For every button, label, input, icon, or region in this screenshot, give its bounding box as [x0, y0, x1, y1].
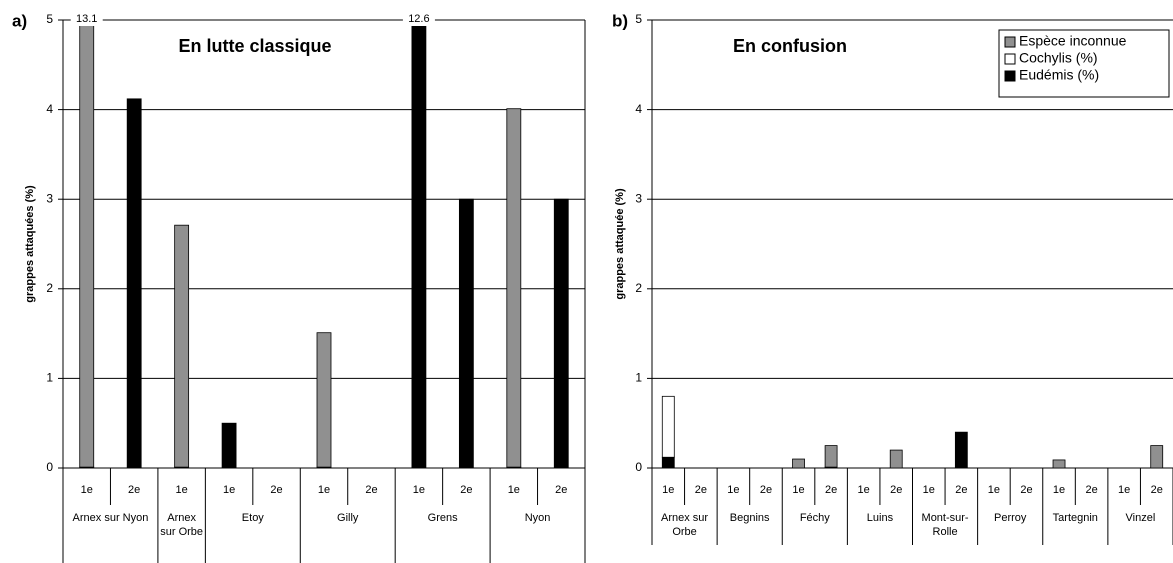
data-label: 13.1 [76, 13, 97, 25]
group-label: Perroy [993, 512, 1027, 524]
legend-swatch [1004, 53, 1016, 65]
x-tick-label: 1e [508, 484, 520, 496]
bar [553, 198, 569, 468]
x-tick-label: 2e [365, 484, 377, 496]
x-tick-label: 2e [460, 484, 472, 496]
label-bg [70, 12, 103, 26]
y-tick-label: 1 [46, 371, 53, 385]
x-tick-label: 2e [695, 484, 707, 496]
y-tick-label: 2 [635, 281, 642, 295]
group-label: Etoy [241, 512, 264, 524]
bar [954, 431, 968, 468]
label-bg [402, 12, 435, 26]
x-tick-label: 1e [727, 484, 739, 496]
group-label: Mont-sur-Rolle [921, 512, 969, 538]
x-tick-label: 2e [825, 484, 837, 496]
chart-title: En lutte classique [178, 36, 331, 56]
y-tick-label: 4 [635, 102, 642, 116]
bar [458, 198, 474, 468]
x-tick-label: 1e [858, 484, 870, 496]
bar [221, 422, 237, 468]
y-tick-label: 1 [635, 371, 642, 385]
group-label: Nyon [524, 512, 551, 524]
x-tick-label: 1e [413, 484, 425, 496]
group-label: Vinzel [1125, 512, 1156, 524]
x-tick-label: 2e [760, 484, 772, 496]
group-label: Tartegnin [1052, 512, 1098, 524]
bar [824, 445, 838, 468]
legend-swatch [1004, 70, 1016, 82]
bar [661, 456, 675, 468]
bar [1150, 445, 1164, 468]
x-tick-label: 1e [81, 484, 93, 496]
legend-label: Eudémis (%) [1019, 67, 1099, 83]
group-label: Begnins [729, 512, 770, 524]
y-tick-label: 2 [46, 281, 53, 295]
panel-label: a) [12, 11, 27, 30]
group-label: Arnex sur Nyon [72, 512, 149, 524]
x-tick-label: 2e [1085, 484, 1097, 496]
y-tick-label: 5 [635, 12, 642, 26]
x-tick-label: 1e [223, 484, 235, 496]
x-tick-label: 2e [1020, 484, 1032, 496]
x-tick-label: 2e [270, 484, 282, 496]
y-tick-label: 4 [46, 102, 53, 116]
legend-label: Espèce inconnue [1019, 33, 1127, 49]
panel-label: b) [612, 11, 628, 30]
bar [316, 332, 332, 468]
x-tick-label: 1e [1053, 484, 1065, 496]
bar [174, 224, 190, 468]
y-tick-label: 5 [46, 12, 53, 26]
x-tick-label: 2e [1151, 484, 1163, 496]
group-label: Luins [866, 512, 894, 524]
y-tick-label: 0 [46, 460, 53, 474]
bar [411, 20, 427, 468]
x-tick-label: 2e [128, 484, 140, 496]
bar [506, 108, 522, 468]
bar [661, 395, 675, 458]
x-tick-label: 2e [955, 484, 967, 496]
x-tick-label: 1e [1118, 484, 1130, 496]
legend-box [998, 29, 1170, 98]
bar [126, 98, 142, 468]
x-tick-label: 1e [176, 484, 188, 496]
y-tick-label: 0 [635, 460, 642, 474]
bar [792, 458, 805, 468]
x-tick-label: 1e [988, 484, 1000, 496]
x-tick-label: 1e [923, 484, 935, 496]
y-tick-label: 3 [46, 191, 53, 205]
data-label: 12.6 [408, 13, 429, 25]
bar [79, 20, 95, 468]
x-tick-label: 2e [890, 484, 902, 496]
legend-label: Cochylis (%) [1019, 50, 1098, 66]
x-tick-label: 1e [792, 484, 804, 496]
x-tick-label: 1e [318, 484, 330, 496]
chart-title: En confusion [733, 36, 847, 56]
group-label: Arnex sur Orbe [160, 512, 204, 538]
legend-swatch [1004, 36, 1016, 48]
group-label: Arnex sur Orbe [661, 512, 709, 538]
group-label: Grens [427, 512, 458, 524]
group-label: Gilly [337, 512, 359, 524]
group-label: Féchy [799, 512, 830, 524]
bar [889, 449, 903, 468]
x-tick-label: 1e [662, 484, 674, 496]
x-tick-label: 2e [555, 484, 567, 496]
y-tick-label: 3 [635, 191, 642, 205]
bar [1052, 459, 1066, 468]
y-axis-label: grappes attaquées (%) [24, 185, 36, 303]
y-axis-label: grappes attaquée (%) [614, 188, 626, 300]
